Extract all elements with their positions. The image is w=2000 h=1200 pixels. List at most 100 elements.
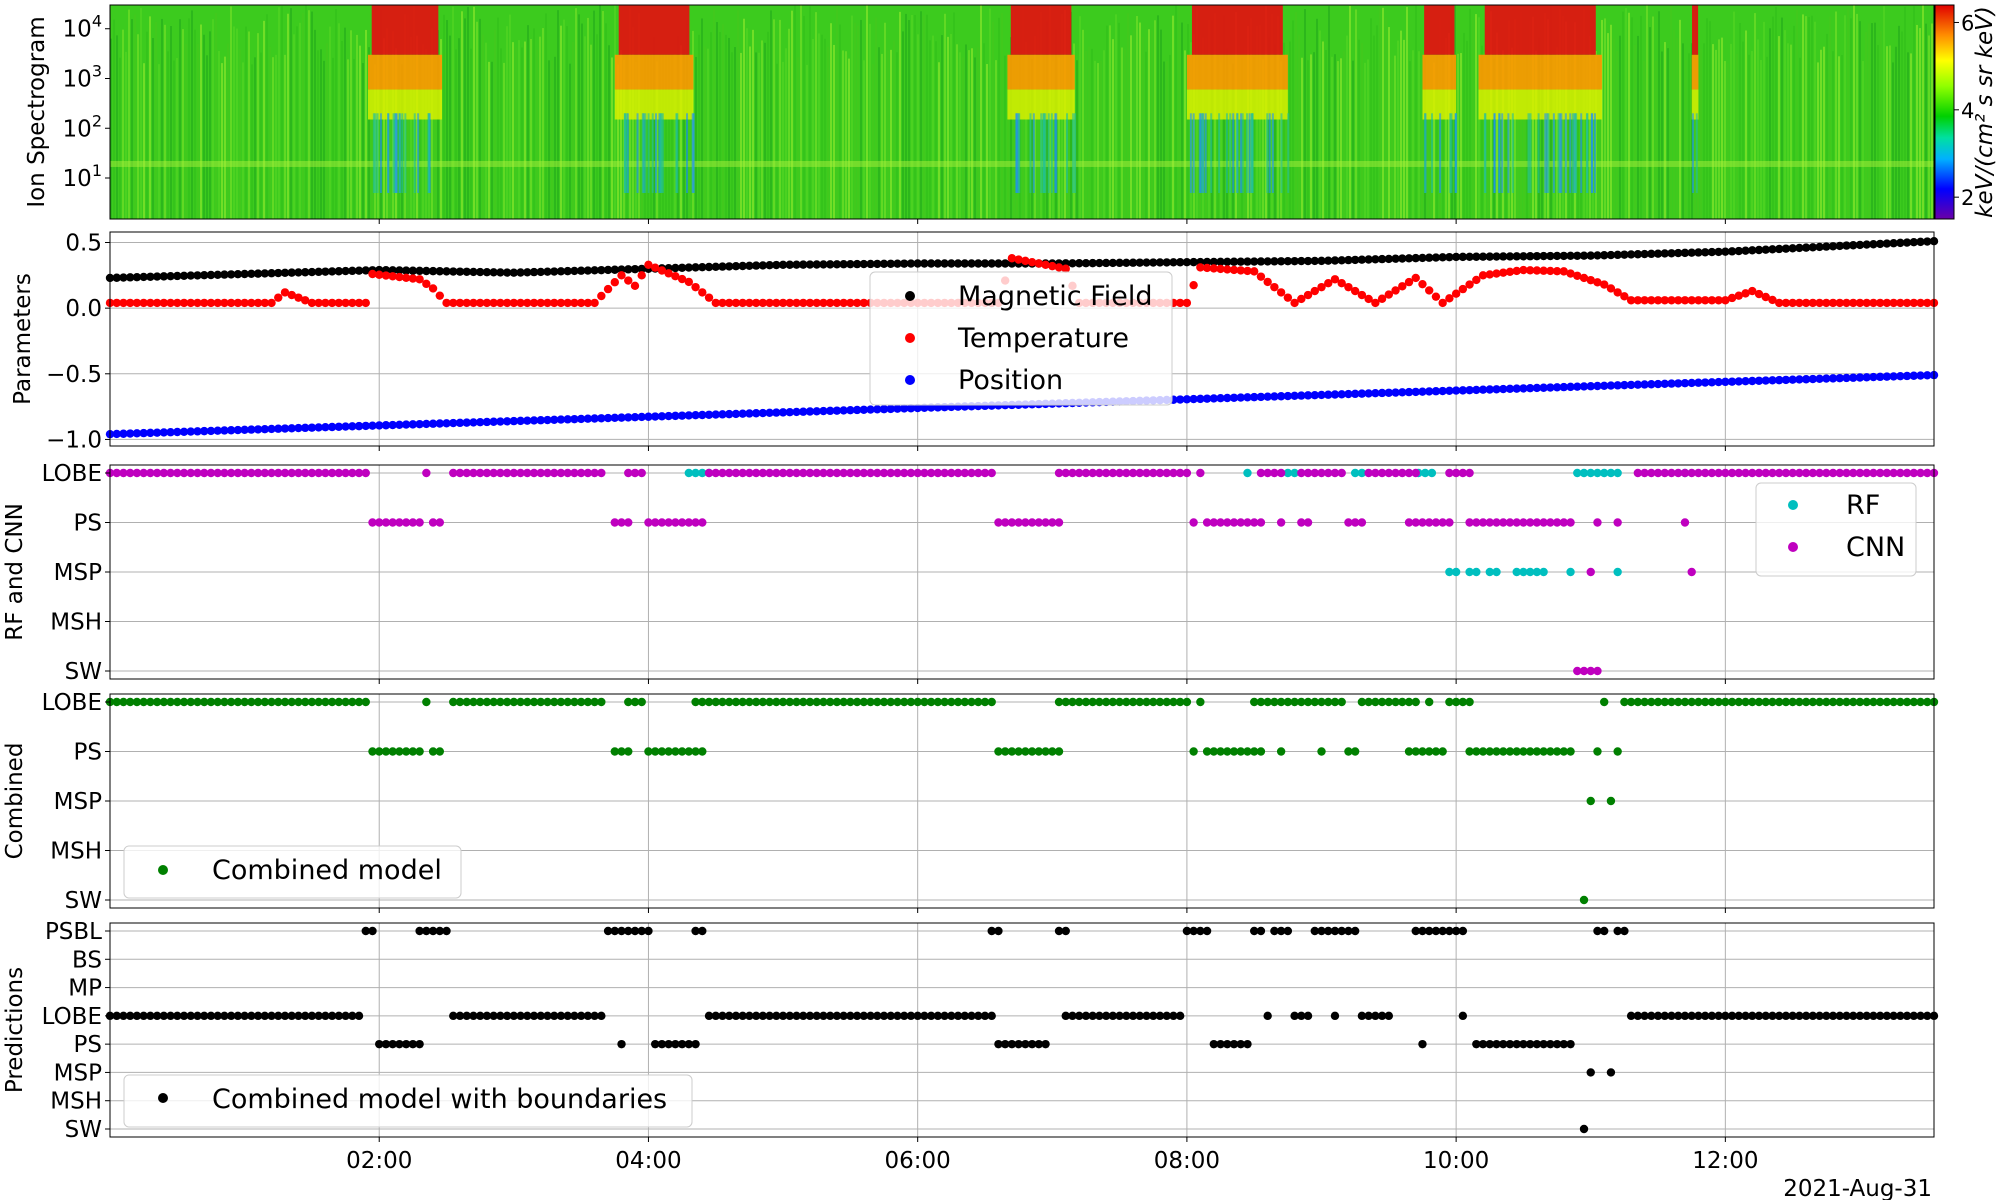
combined-model-point <box>422 697 431 707</box>
temperature-point <box>1499 268 1508 277</box>
temperature-point <box>1842 298 1851 308</box>
temperature-point <box>1196 263 1205 272</box>
spectrogram-column <box>110 38 112 219</box>
position-point <box>1667 379 1676 388</box>
magnetic-field-point <box>1889 239 1898 248</box>
cnn-point <box>280 468 290 478</box>
spectrogram-column <box>173 60 175 219</box>
boundaries-model-point <box>603 926 613 936</box>
cnn-point <box>913 468 922 478</box>
spectrogram-column <box>1643 60 1645 219</box>
boundaries-model-point <box>832 1011 842 1021</box>
cnn-point <box>1209 518 1219 527</box>
magnetic-field-point <box>1377 254 1387 264</box>
spectrogram-column <box>452 6 454 219</box>
magnetic-field-point <box>415 266 424 276</box>
position-point <box>819 406 828 416</box>
spectrogram-column <box>824 38 826 219</box>
cnn-point <box>1741 468 1750 478</box>
flux-low-streak <box>1571 113 1574 193</box>
magnetic-field-point <box>536 267 545 277</box>
spectrogram-column <box>803 15 805 219</box>
boundaries-model-point <box>348 1011 357 1021</box>
magnetic-field-point <box>1115 258 1124 268</box>
cnn-point <box>1822 468 1831 478</box>
boundaries-model-point <box>294 1011 303 1021</box>
spectrogram-column <box>1430 49 1432 219</box>
temperature-point <box>664 269 673 278</box>
spectrogram-column <box>1130 35 1132 219</box>
flux-red <box>1692 5 1699 55</box>
spectrogram-column <box>1325 50 1327 219</box>
spectrogram-column <box>293 34 295 219</box>
position-point <box>1458 386 1468 395</box>
flux-low-streak <box>1018 113 1021 193</box>
combined-model-point <box>1909 697 1919 707</box>
combined-model-point <box>516 697 525 707</box>
combined-model-point <box>1027 747 1037 756</box>
position-point <box>1741 377 1750 386</box>
temperature-point <box>435 291 445 300</box>
combined-model-point <box>1714 697 1723 707</box>
magnetic-field-point <box>671 263 680 273</box>
spectrogram-column <box>1082 29 1084 219</box>
spectrogram-column <box>461 11 463 219</box>
boundaries-model-point <box>1519 1039 1528 1049</box>
cnn-point <box>1492 518 1501 527</box>
combined-model-point <box>1115 697 1124 707</box>
magnetic-field-point <box>1202 257 1212 267</box>
cnn-point <box>1828 468 1838 478</box>
magnetic-field-point <box>502 268 512 277</box>
position-point <box>624 413 633 422</box>
position-point <box>852 405 862 415</box>
temperature-point <box>442 298 451 308</box>
magnetic-field-point <box>1263 257 1272 266</box>
position-point <box>1310 390 1319 400</box>
spectrogram-column <box>1517 44 1519 219</box>
position-point <box>496 417 505 426</box>
flux-low-streak <box>651 113 654 193</box>
cnn-point <box>1431 518 1441 527</box>
magnetic-field-point <box>1707 247 1717 257</box>
combined-model-point <box>1377 697 1387 707</box>
magnetic-field-point <box>1189 257 1198 267</box>
magnetic-field-point <box>1270 257 1279 266</box>
position-point <box>657 412 667 421</box>
spectrogram-column <box>992 21 994 219</box>
cnn-point <box>1404 518 1414 527</box>
combined-model-point <box>233 697 243 707</box>
position-point <box>879 404 889 414</box>
boundaries-model-point <box>1492 1039 1501 1049</box>
boundaries-model-point <box>866 1011 875 1021</box>
cnn-point <box>570 468 579 478</box>
spectrogram-column <box>1904 6 1906 219</box>
spectrogram-column <box>1343 51 1345 219</box>
cnn-point <box>186 468 195 478</box>
spectrogram-column <box>788 28 790 219</box>
cnn-point <box>900 468 909 478</box>
boundaries-model-point <box>1647 1011 1656 1021</box>
spectrogram-column <box>137 34 139 219</box>
temperature-point <box>1492 269 1501 278</box>
magnetic-field-point <box>1620 250 1629 259</box>
magnetic-field-point <box>516 268 525 277</box>
boundaries-model-point <box>475 1011 485 1021</box>
spectrogram-column <box>695 56 697 219</box>
cnn-point <box>1667 468 1676 478</box>
boundaries-model-point <box>1451 926 1461 936</box>
combined-model-point <box>462 697 471 707</box>
magnetic-field-point <box>677 263 687 272</box>
magnetic-field-point <box>139 272 148 282</box>
magnetic-field-point <box>1633 250 1643 259</box>
boundaries-model-point <box>1169 1011 1178 1021</box>
position-point <box>125 429 135 438</box>
spectrogram-column <box>953 12 955 219</box>
boundaries-model-point <box>1445 926 1454 936</box>
temperature-point <box>1815 298 1824 308</box>
cnn-point <box>980 468 990 478</box>
combined-model-point <box>1626 697 1636 707</box>
flux-low-streak <box>659 113 662 193</box>
spectrogram-column <box>1238 45 1240 219</box>
spectrogram-column <box>842 50 844 219</box>
spectrogram-column <box>1655 60 1657 219</box>
